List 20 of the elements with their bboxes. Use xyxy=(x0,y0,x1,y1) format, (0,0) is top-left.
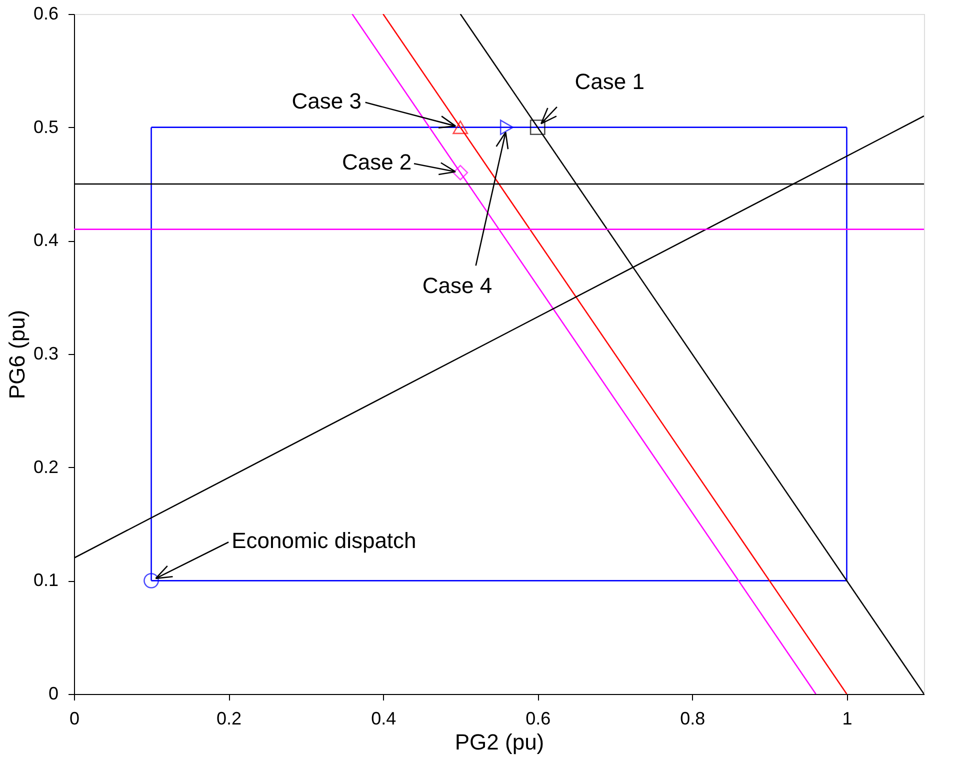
x-tick-label: 0 xyxy=(69,708,80,728)
x-tick-label: 0.8 xyxy=(680,708,706,728)
x-tick-label: 0.6 xyxy=(526,708,551,728)
y-tick-label: 0.1 xyxy=(33,570,58,590)
x-tick-label: 0.4 xyxy=(371,708,396,728)
x-tick-label: 0.2 xyxy=(216,708,242,728)
annotation: Case 2 xyxy=(342,149,412,174)
y-tick-label: 0 xyxy=(48,684,58,704)
annotation: Economic dispatch xyxy=(232,528,416,553)
annotation: Case 4 xyxy=(422,273,492,298)
x-tick-label: 1 xyxy=(842,708,852,728)
y-tick-label: 0.4 xyxy=(33,230,58,250)
x-axis-title: PG2 (pu) xyxy=(454,730,544,754)
y-tick-label: 0.2 xyxy=(33,456,58,477)
y-axis-title: PG6 (pu) xyxy=(4,310,30,400)
y-tick-label: 0.3 xyxy=(33,344,58,364)
annotation: Case 1 xyxy=(574,69,644,94)
y-tick-label: 0.6 xyxy=(33,4,58,24)
annotation: Case 3 xyxy=(292,88,362,114)
y-tick-label: 0.5 xyxy=(33,116,58,137)
